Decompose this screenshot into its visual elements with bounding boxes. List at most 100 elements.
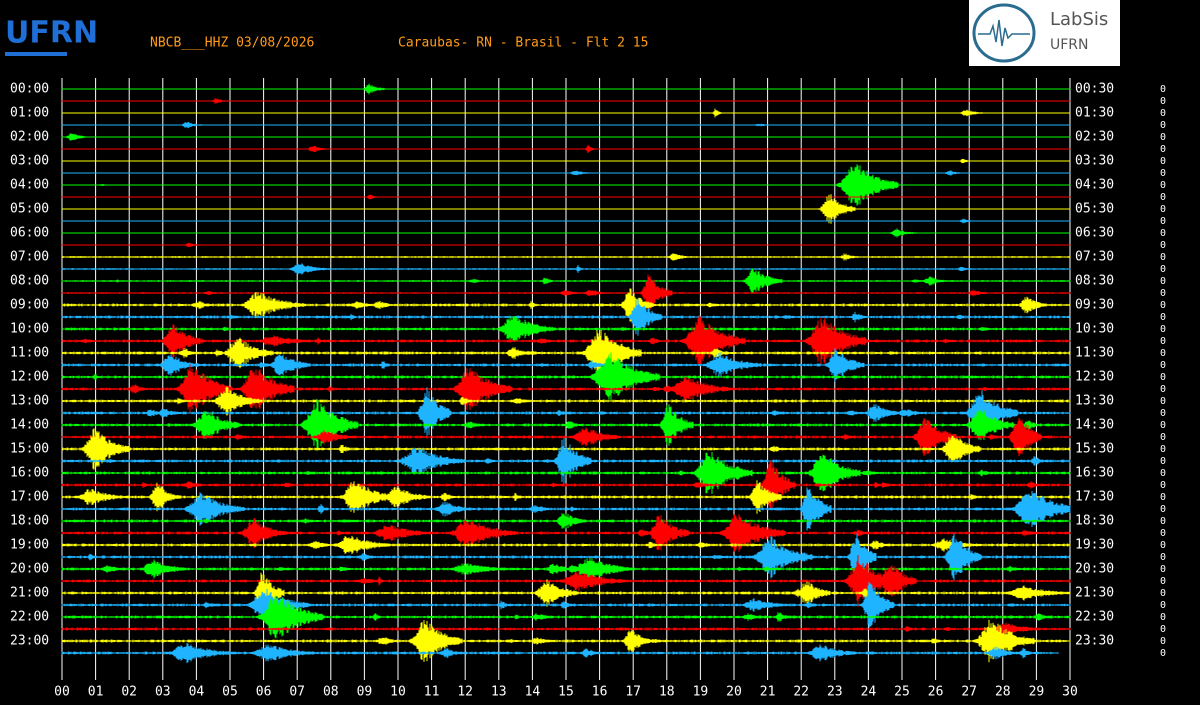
scale-label: 0 <box>1160 612 1166 623</box>
seismic-trace <box>61 268 1071 294</box>
logo-text: LabSis <box>1050 9 1108 30</box>
seismic-trace <box>61 298 1071 336</box>
seismic-trace <box>61 460 1071 510</box>
seismic-trace <box>61 386 1071 416</box>
time-label: 10:30 <box>1075 322 1114 337</box>
seismic-trace <box>61 480 1071 514</box>
scale-label: 0 <box>1160 588 1166 599</box>
time-label: 17:30 <box>1075 490 1114 505</box>
scale-label: 0 <box>1160 120 1166 131</box>
time-label: 21:00 <box>10 586 49 601</box>
scale-label: 0 <box>1160 552 1166 563</box>
time-label: 11:00 <box>10 346 49 361</box>
seismic-trace <box>61 581 1071 629</box>
time-label: 05:00 <box>10 202 49 217</box>
seismic-trace <box>61 242 1071 248</box>
right-logo: LabSis UFRN <box>969 0 1120 66</box>
scale-label: 0 <box>1160 516 1166 527</box>
time-label: 03:30 <box>1075 154 1114 169</box>
seismic-trace <box>61 622 1071 636</box>
scale-label: 0 <box>1160 540 1166 551</box>
scale-label: 0 <box>1160 132 1166 143</box>
seismic-trace <box>61 438 1071 484</box>
scale-label: 0 <box>1160 180 1166 191</box>
scale-label: 0 <box>1160 240 1166 251</box>
scale-label: 0 <box>1160 348 1166 359</box>
time-label: 00:30 <box>1075 82 1114 97</box>
scale-label: 0 <box>1160 468 1166 479</box>
scale-label: 0 <box>1160 564 1166 575</box>
seismic-trace <box>61 263 1071 275</box>
time-label: 23:00 <box>10 634 49 649</box>
x-tick-label: 12 <box>457 685 473 700</box>
time-label: 16:30 <box>1075 466 1114 481</box>
x-tick-label: 30 <box>1062 685 1078 700</box>
scale-label: 0 <box>1160 312 1166 323</box>
scale-label: 0 <box>1160 84 1166 95</box>
scale-label: 0 <box>1160 108 1166 119</box>
scale-label: 0 <box>1160 600 1166 611</box>
time-label: 20:30 <box>1075 562 1114 577</box>
time-label: 02:30 <box>1075 130 1114 145</box>
seismic-trace <box>61 194 1071 200</box>
scale-label: 0 <box>1160 144 1166 155</box>
left-logo: UFRN <box>2 4 98 66</box>
scale-label: 0 <box>1160 492 1166 503</box>
time-label: 03:00 <box>10 154 49 169</box>
x-tick-label: 13 <box>491 685 507 700</box>
seismic-trace <box>61 316 1071 366</box>
seismic-trace <box>61 228 1071 238</box>
seismic-trace <box>61 108 1071 118</box>
scale-label: 0 <box>1160 480 1166 491</box>
scale-label: 0 <box>1160 300 1166 311</box>
seismic-trace <box>61 417 1071 457</box>
seismic-trace <box>61 98 1071 104</box>
scale-label: 0 <box>1160 444 1166 455</box>
x-tick-label: 05 <box>222 685 238 700</box>
seismic-trace <box>61 170 1071 176</box>
time-label: 18:30 <box>1075 514 1114 529</box>
time-label: 11:30 <box>1075 346 1114 361</box>
time-label: 22:30 <box>1075 610 1114 625</box>
seismic-trace <box>61 133 1071 141</box>
scale-label: 0 <box>1160 372 1166 383</box>
scale-label: 0 <box>1160 192 1166 203</box>
x-tick-label: 08 <box>323 685 339 700</box>
time-label: 22:00 <box>10 610 49 625</box>
time-label: 05:30 <box>1075 202 1114 217</box>
time-label: 14:00 <box>10 418 49 433</box>
time-label: 15:30 <box>1075 442 1114 457</box>
x-tick-label: 09 <box>357 685 373 700</box>
x-tick-label: 28 <box>995 685 1011 700</box>
x-tick-label: 01 <box>88 685 104 700</box>
x-tick-label: 10 <box>390 685 406 700</box>
x-tick-label: 22 <box>793 685 809 700</box>
time-label: 07:00 <box>10 250 49 265</box>
seismic-trace <box>61 352 1071 402</box>
scale-label: 0 <box>1160 360 1166 371</box>
time-label: 09:00 <box>10 298 49 313</box>
time-label: 10:00 <box>10 322 49 337</box>
time-label: 16:00 <box>10 466 49 481</box>
scale-label: 0 <box>1160 252 1166 263</box>
seismic-trace <box>61 274 1071 312</box>
time-label: 02:00 <box>10 130 49 145</box>
seismic-trace <box>61 572 1071 614</box>
seismic-trace <box>61 145 1071 153</box>
scale-label: 0 <box>1160 336 1166 347</box>
x-tick-label: 14 <box>525 685 541 700</box>
time-label: 07:30 <box>1075 250 1114 265</box>
seismic-trace <box>61 533 1071 581</box>
x-tick-label: 23 <box>827 685 843 700</box>
time-label: 19:30 <box>1075 538 1114 553</box>
x-tick-label: 03 <box>155 685 171 700</box>
x-tick-label: 21 <box>760 685 776 700</box>
location-title: Caraubas- RN - Brasil - Flt 2 15 <box>398 36 648 51</box>
x-tick-label: 07 <box>289 685 305 700</box>
time-label: 19:00 <box>10 538 49 553</box>
time-label: 06:00 <box>10 226 49 241</box>
x-tick-label: 06 <box>256 685 272 700</box>
time-label: 18:00 <box>10 514 49 529</box>
seismic-trace <box>61 428 1071 470</box>
